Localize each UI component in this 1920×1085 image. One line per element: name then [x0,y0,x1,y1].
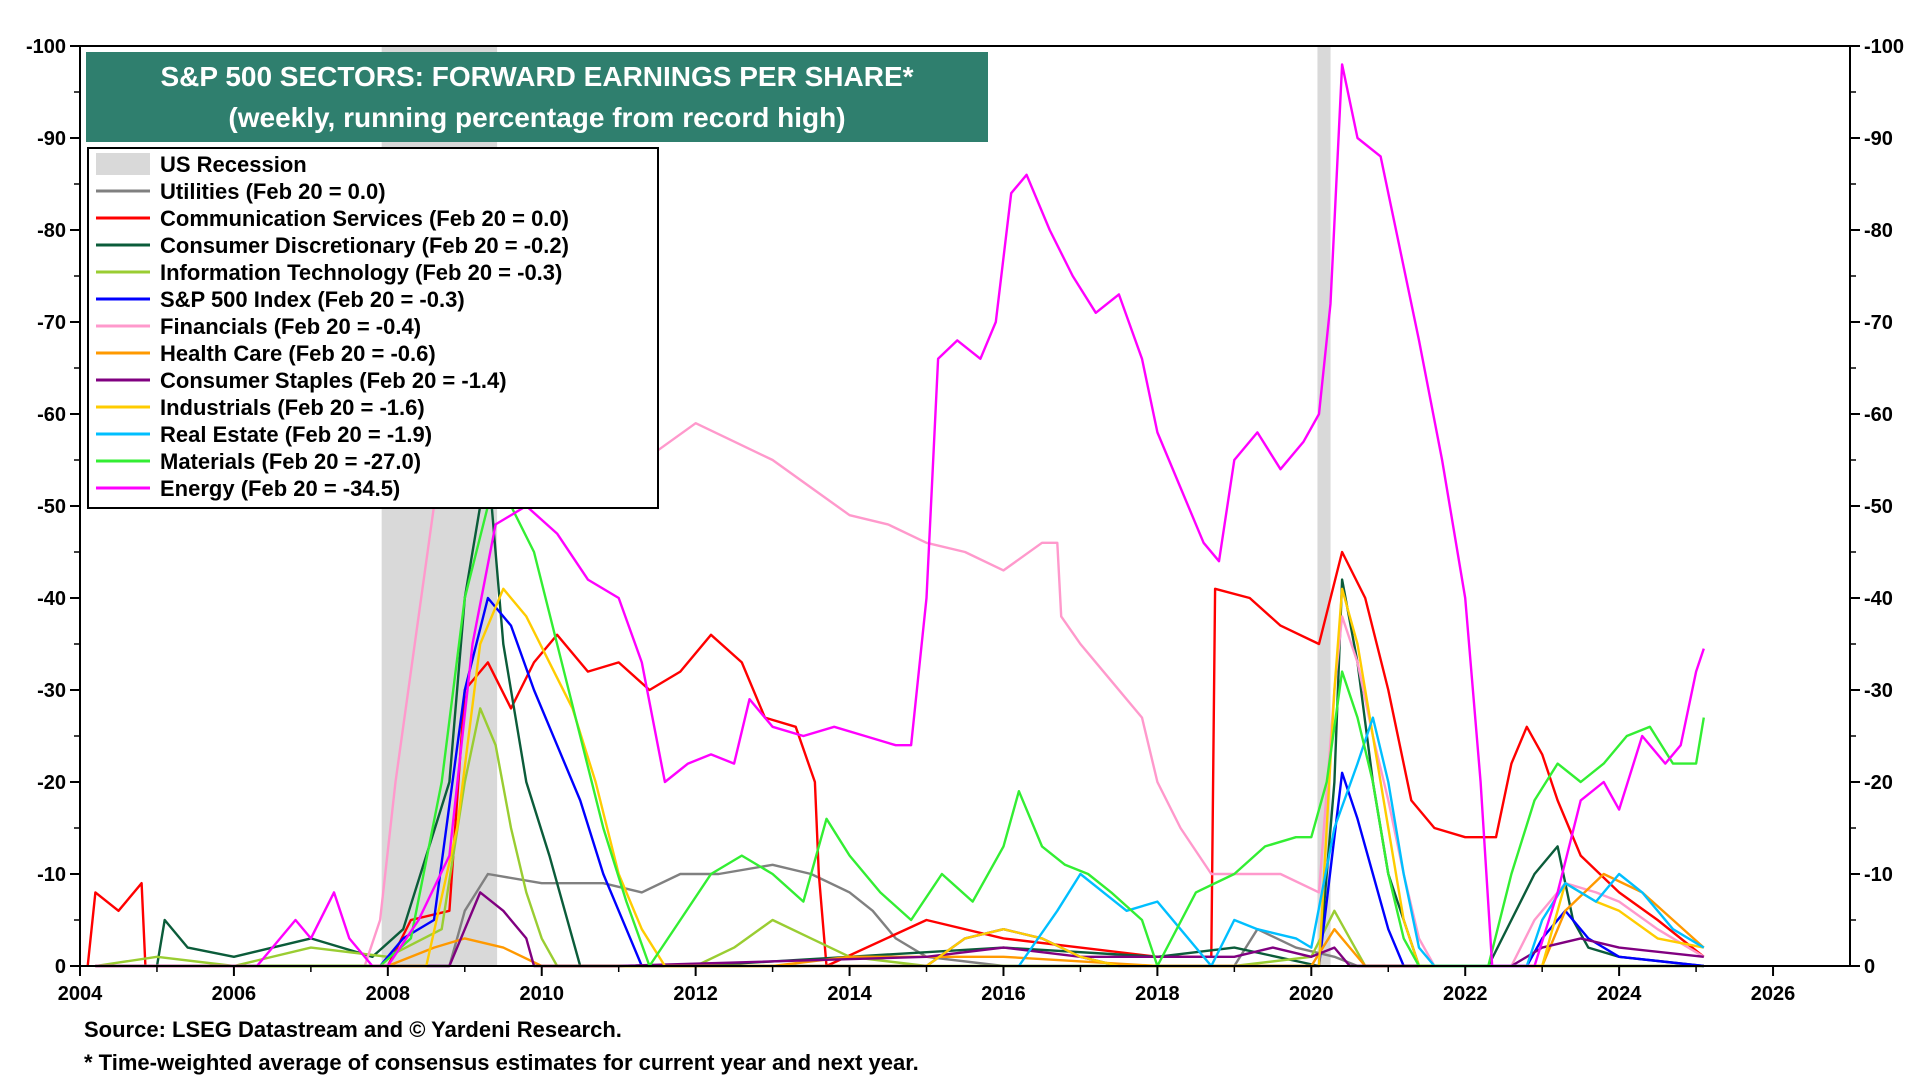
chart-title: S&P 500 SECTORS: FORWARD EARNINGS PER SH… [160,61,913,92]
x-tick-label: 2012 [673,983,718,1005]
y-tick-label-left: -70 [37,312,66,334]
y-tick-label-right: -100 [1864,36,1904,58]
axis-ticks: 2004 2006 2008 2010 2012 2014 2016 2018 2020 2022… [26,36,1904,1005]
legend-label-10: Real Estate (Feb 20 = -1.9) [160,422,432,447]
legend-label-11: Materials (Feb 20 = -27.0) [160,449,421,474]
legend-label-6: Financials (Feb 20 = -0.4) [160,314,421,339]
x-tick-label: 2008 [366,983,411,1005]
x-tick-label: 2018 [1135,983,1180,1005]
y-tick-label-right: -30 [1864,680,1893,702]
recession-band-2 [1317,46,1331,966]
y-tick-label-right: -80 [1864,220,1893,242]
legend-label-7: Health Care (Feb 20 = -0.6) [160,341,436,366]
x-tick-label: 2006 [212,983,257,1005]
series-line-11 [95,504,1705,968]
x-tick-label: 2026 [1751,983,1796,1005]
series-line-3 [155,504,1704,968]
y-tick-label-left: -30 [37,680,66,702]
y-tick-label-left: -100 [26,36,66,58]
legend: US Recession Utilities (Feb 20 = 0.0)Com… [87,147,659,509]
legend-label-12: Energy (Feb 20 = -34.5) [160,476,400,501]
legend-items: Utilities (Feb 20 = 0.0)Communication Se… [96,179,569,501]
legend-label-5: S&P 500 Index (Feb 20 = -0.3) [160,287,465,312]
y-tick-label-right: -50 [1864,496,1893,518]
source-note: Source: LSEG Datastream and © Yardeni Re… [84,1017,622,1042]
series-line-2 [86,550,1705,968]
legend-label-9: Industrials (Feb 20 = -1.6) [160,395,425,420]
footnote: * Time-weighted average of consensus est… [84,1050,919,1075]
series-line-1 [95,863,1704,968]
series-line-8 [95,891,1704,968]
legend-recession-swatch [96,153,150,175]
legend-label-8: Consumer Staples (Feb 20 = -1.4) [160,368,507,393]
y-tick-label-right: -40 [1864,588,1893,610]
y-tick-label-right: -10 [1864,864,1893,886]
y-tick-label-right: 0 [1864,956,1875,978]
legend-recession-label: US Recession [160,152,307,177]
x-tick-label: 2014 [827,983,872,1005]
y-tick-label-left: -10 [37,864,66,886]
y-tick-label-left: 0 [55,956,66,978]
x-tick-label: 2022 [1443,983,1488,1005]
y-tick-label-right: -70 [1864,312,1893,334]
legend-label-2: Communication Services (Feb 20 = 0.0) [160,206,569,231]
x-tick-label: 2024 [1597,983,1642,1005]
x-tick-label: 2020 [1289,983,1334,1005]
y-tick-label-right: -60 [1864,404,1893,426]
chart-subtitle: (weekly, running percentage from record … [228,102,845,133]
y-tick-label-right: -90 [1864,128,1893,150]
series-line-10 [1017,716,1705,968]
y-tick-label-left: -60 [37,404,66,426]
y-tick-label-left: -50 [37,496,66,518]
x-tick-label: 2010 [519,983,564,1005]
y-tick-label-left: -90 [37,128,66,150]
y-tick-label-left: -80 [37,220,66,242]
legend-label-4: Information Technology (Feb 20 = -0.3) [160,260,562,285]
x-tick-label: 2004 [58,983,103,1005]
legend-label-1: Utilities (Feb 20 = 0.0) [160,179,386,204]
legend-box [87,147,659,509]
y-tick-label-left: -40 [37,588,66,610]
x-tick-label: 2016 [981,983,1026,1005]
y-tick-label-right: -20 [1864,772,1893,794]
series-line-12 [95,63,1705,968]
title-box [86,52,988,142]
legend-label-3: Consumer Discretionary (Feb 20 = -0.2) [160,233,569,258]
y-tick-label-left: -20 [37,772,66,794]
